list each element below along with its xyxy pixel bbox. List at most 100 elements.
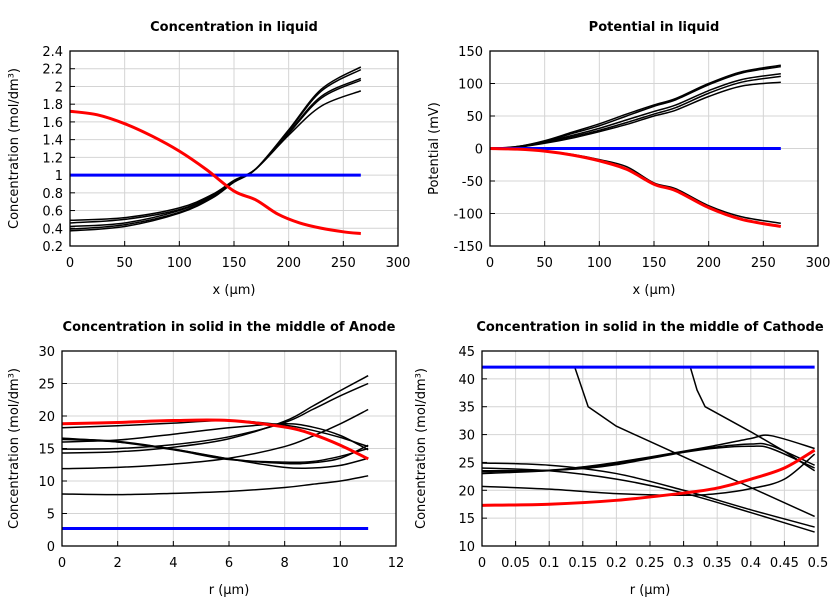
x-tick-label: 0 <box>478 556 486 571</box>
x-axis-label: x (µm) <box>213 283 256 298</box>
y-tick-label: 50 <box>466 110 483 125</box>
y-tick-label: 1.8 <box>42 98 63 113</box>
series-line-t7 <box>61 408 369 470</box>
x-tick-label: 0.15 <box>568 556 597 571</box>
series-line-t2 <box>482 366 816 472</box>
x-axis-label: x (µm) <box>633 283 676 298</box>
x-tick-label: 100 <box>167 256 192 271</box>
x-tick-label: 250 <box>331 256 356 271</box>
y-tick-label: 15 <box>458 512 475 527</box>
y-tick-label: 2.4 <box>42 45 63 60</box>
x-tick-label: 0.35 <box>703 556 732 571</box>
series-line-t5 <box>69 66 362 232</box>
x-tick-label: 0.05 <box>501 556 530 571</box>
y-tick-label: 30 <box>38 345 55 360</box>
x-tick-label: 0.4 <box>740 556 761 571</box>
y-tick-label: 15 <box>38 443 55 458</box>
y-tick-label: 0 <box>47 540 55 555</box>
plot-frame <box>481 350 819 547</box>
plot-frame <box>489 50 819 247</box>
y-tick-label: 2.2 <box>42 63 63 78</box>
y-tick-label: 5 <box>47 508 55 523</box>
series-line-t1 <box>69 90 362 222</box>
series-line-t1 <box>61 419 369 448</box>
series-line-t8 <box>481 453 816 497</box>
y-axis-label: Concentration (mol/dm³) <box>7 68 22 229</box>
y-tick-label: -50 <box>462 175 483 190</box>
chart-title: Concentration in liquid <box>150 20 318 35</box>
y-tick-label: 100 <box>458 78 483 93</box>
y-tick-label: 20 <box>38 410 55 425</box>
y-tick-label: 1.6 <box>42 116 63 131</box>
x-tick-label: 150 <box>642 256 667 271</box>
x-tick-label: 2 <box>114 556 122 571</box>
y-tick-label: -100 <box>453 208 483 223</box>
y-tick-label: 35 <box>458 401 475 416</box>
x-tick-label: 200 <box>696 256 721 271</box>
chart-title: Concentration in solid in the middle of … <box>63 320 396 335</box>
x-tick-label: 6 <box>225 556 233 571</box>
chart-title: Concentration in solid in the middle of … <box>476 320 824 335</box>
x-tick-label: 12 <box>388 556 405 571</box>
plot-frame <box>61 350 397 547</box>
y-tick-label: 20 <box>458 484 475 499</box>
x-tick-label: 300 <box>386 256 411 271</box>
y-tick-label: 10 <box>38 475 55 490</box>
x-tick-label: 200 <box>276 256 301 271</box>
subplot-4: 0 0.05 0.1 0.15 0.2 0.25 0.3 0.35 0.4 0.45 0.5 10 15… <box>414 320 828 598</box>
series-line-t3 <box>69 77 362 228</box>
series-line-t1 <box>489 64 781 150</box>
series-line-final <box>489 147 782 228</box>
y-tick-label: 0.2 <box>42 240 63 255</box>
y-axis-label: Potential (mV) <box>427 102 442 195</box>
series-line-final <box>481 448 816 507</box>
x-tick-label: 150 <box>222 256 247 271</box>
x-tick-label: 300 <box>806 256 831 271</box>
y-tick-label: 0.8 <box>42 187 63 202</box>
x-tick-label: 0.1 <box>539 556 560 571</box>
x-tick-label: 8 <box>281 556 289 571</box>
y-tick-label: 1.4 <box>42 134 63 149</box>
y-tick-label: 10 <box>458 540 475 555</box>
x-tick-label: 0.5 <box>808 556 829 571</box>
x-tick-label: 50 <box>536 256 553 271</box>
chart-title: Potential in liquid <box>589 20 720 35</box>
x-tick-label: 250 <box>751 256 776 271</box>
series-line-t8 <box>61 475 369 496</box>
series-line-t6 <box>489 147 781 224</box>
x-tick-label: 10 <box>332 556 349 571</box>
y-tick-label: 25 <box>38 378 55 393</box>
x-tick-label: 0 <box>66 256 74 271</box>
series-line-t5 <box>489 81 781 150</box>
x-axis-label: r (µm) <box>630 583 671 598</box>
y-tick-label: 40 <box>458 373 475 388</box>
series-line-t7 <box>481 467 815 533</box>
y-tick-label: 1 <box>55 169 63 184</box>
subplot-2: 0 50 100 150 200 250 300 -150 -100 -50 0 50 100 150 Po… <box>427 20 830 298</box>
y-tick-label: 0.4 <box>42 222 63 237</box>
y-tick-label: 150 <box>458 45 483 60</box>
x-axis-label: r (µm) <box>209 583 250 598</box>
series-line-t9 <box>61 438 369 470</box>
series-line-t6 <box>61 375 369 454</box>
x-tick-label: 0.3 <box>673 556 694 571</box>
subplot-3: 0 2 4 6 8 10 12 0 5 10 15 20 25 30 Concentration in so… <box>7 320 404 598</box>
y-axis-label: Concentration (mol/dm³) <box>414 368 429 529</box>
series-line-final <box>69 109 361 236</box>
y-tick-label: 0.6 <box>42 205 63 220</box>
x-tick-label: 4 <box>169 556 177 571</box>
y-tick-label: 0 <box>475 143 483 158</box>
y-tick-label: 2 <box>55 80 63 95</box>
series-line-t2 <box>69 79 362 224</box>
series-line-final <box>61 418 369 461</box>
y-tick-label: 1.2 <box>42 151 63 166</box>
series-line-t5 <box>481 445 815 472</box>
x-tick-label: 0.25 <box>636 556 665 571</box>
y-tick-label: 45 <box>458 345 475 360</box>
subplot-1: 0 50 100 150 200 250 300 0.2 0.4 0.6 0.8 1 1.2 1.4 1.6… <box>7 20 410 298</box>
series-line-t2 <box>489 65 781 150</box>
x-tick-label: 0.45 <box>770 556 799 571</box>
x-tick-label: 0.2 <box>606 556 627 571</box>
y-axis-label: Concentration (mol/dm³) <box>7 368 22 529</box>
